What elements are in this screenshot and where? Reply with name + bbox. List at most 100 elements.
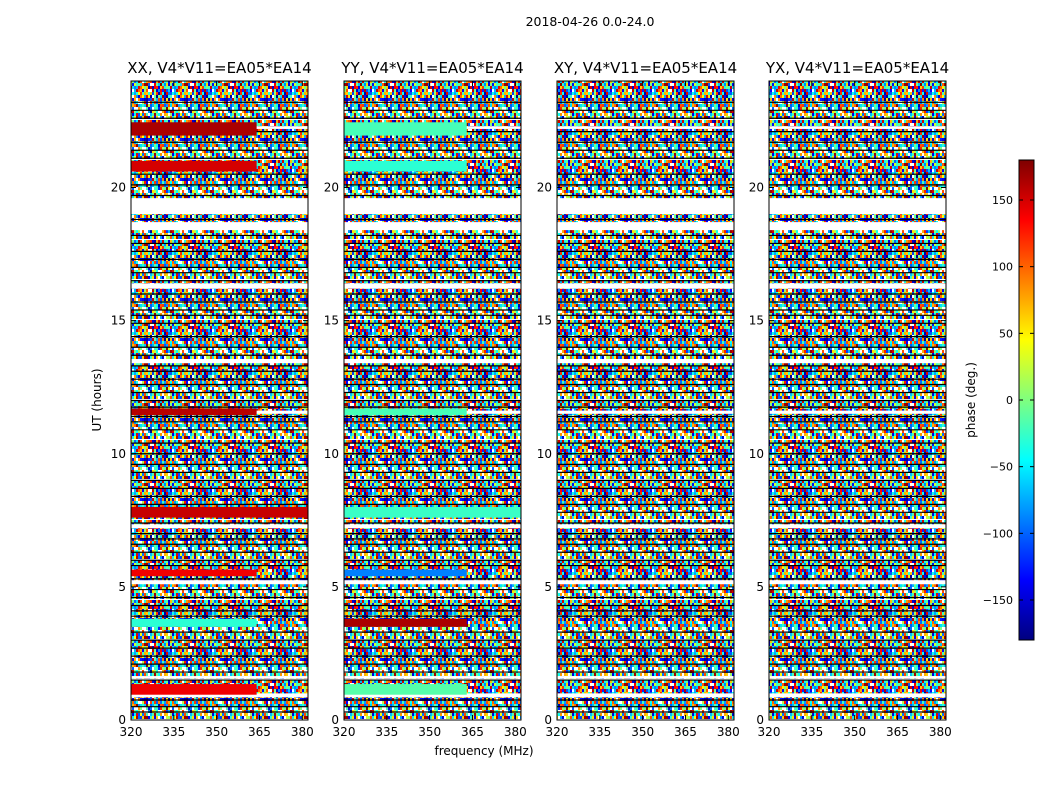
flagged-gap (344, 580, 521, 585)
coherent-phase-band (344, 122, 467, 136)
colorbar-tick-label: −150 (983, 594, 1013, 607)
coherent-phase-band (344, 569, 467, 577)
flagged-gap (131, 580, 308, 585)
panel-title: XX, V4*V11=EA05*EA14 (127, 59, 311, 77)
x-tick-label: 380 (291, 725, 314, 739)
flagged-gap (344, 524, 521, 529)
flagged-gap (557, 524, 734, 529)
flagged-gap (769, 410, 946, 414)
coherent-phase-band (344, 408, 467, 416)
y-tick-label: 0 (331, 713, 339, 727)
coherent-phase-band (344, 160, 467, 172)
flagged-gap (344, 693, 521, 698)
flagged-gap (557, 222, 734, 231)
y-tick-label: 10 (324, 447, 339, 461)
flagged-gap (344, 676, 521, 679)
flagged-gap (131, 198, 308, 215)
coherent-phase-band (131, 122, 257, 136)
flagged-gap (557, 580, 734, 585)
colorbar-tick-label: 0 (1006, 394, 1013, 407)
flagged-gap (557, 693, 734, 698)
coherent-phase-band (131, 569, 257, 577)
x-tick-label: 350 (205, 725, 228, 739)
panel-2: YY, V4*V11=EA05*EA14 320 335 350 365 380 0 5 10 1… (324, 59, 527, 739)
x-tick-label: 320 (120, 725, 143, 739)
colorbar-tick-label: 150 (992, 194, 1013, 207)
y-tick-label: 10 (537, 447, 552, 461)
y-tick-label: 15 (324, 314, 339, 328)
x-tick-label: 320 (758, 725, 781, 739)
flagged-gap (557, 410, 734, 414)
y-tick-label: 20 (749, 181, 764, 195)
y-tick-label: 15 (537, 314, 552, 328)
flagged-gap (344, 198, 521, 215)
panel-title: YX, V4*V11=EA05*EA14 (765, 59, 949, 77)
x-tick-label: 350 (631, 725, 654, 739)
y-tick-label: 5 (331, 580, 339, 594)
coherent-phase-band (131, 684, 257, 695)
y-tick-label: 20 (537, 181, 552, 195)
panels-group: XX, V4*V11=EA05*EA14 320 335 350 365 380 0 5 10 1… (111, 59, 952, 739)
flagged-gap (131, 693, 308, 698)
flagged-gap (344, 359, 521, 364)
y-tick-label: 5 (544, 580, 552, 594)
panel-title: XY, V4*V11=EA05*EA14 (554, 59, 737, 77)
y-tick-label: 20 (111, 181, 126, 195)
flagged-gap (344, 222, 521, 231)
x-tick-label: 335 (375, 725, 398, 739)
coherent-phase-band (131, 507, 308, 518)
panel-4: YX, V4*V11=EA05*EA14 320 335 350 365 380 0 5 10 1… (749, 59, 952, 739)
flagged-gap (557, 359, 734, 364)
flagged-gap (769, 524, 946, 529)
x-tick-label: 380 (504, 725, 527, 739)
x-tick-label: 380 (929, 725, 952, 739)
coherent-phase-band (344, 618, 467, 627)
y-tick-label: 0 (756, 713, 764, 727)
flagged-gap (769, 359, 946, 364)
x-tick-label: 380 (717, 725, 740, 739)
panel-title: YY, V4*V11=EA05*EA14 (340, 59, 523, 77)
flagged-gap (131, 222, 308, 231)
x-tick-label: 335 (162, 725, 185, 739)
flagged-gap (769, 283, 946, 289)
y-tick-label: 15 (749, 314, 764, 328)
flagged-gap (344, 283, 521, 289)
x-tick-label: 365 (248, 725, 271, 739)
flagged-gap (557, 676, 734, 679)
colorbar-tick-label: 50 (999, 327, 1013, 340)
y-tick-label: 15 (111, 314, 126, 328)
flagged-gap (769, 676, 946, 679)
figure-title: 2018-04-26 0.0-24.0 (526, 14, 655, 29)
y-tick-label: 10 (749, 447, 764, 461)
panel-frame (130, 80, 309, 721)
flagged-gap (131, 676, 308, 679)
colorbar-tick-label: −50 (990, 461, 1013, 474)
flagged-gap (557, 198, 734, 215)
flagged-gap (769, 126, 946, 129)
panel-frame (556, 80, 735, 721)
colorbar-tick-label: −100 (983, 527, 1013, 540)
x-tick-label: 365 (674, 725, 697, 739)
y-tick-label: 5 (118, 580, 126, 594)
coherent-phase-band (344, 507, 521, 518)
panel-frame (768, 80, 947, 721)
x-tick-label: 350 (418, 725, 441, 739)
colorbar: 150 100 50 0 −50 −100 −150 (983, 159, 1035, 641)
x-tick-label: 350 (843, 725, 866, 739)
flagged-gap (557, 126, 734, 129)
x-tick-label: 320 (546, 725, 569, 739)
y-axis-label: UT (hours) (90, 368, 104, 431)
flagged-gap (769, 693, 946, 698)
colorbar-tick-label: 100 (992, 261, 1013, 274)
y-tick-label: 10 (111, 447, 126, 461)
flagged-gap (769, 198, 946, 215)
x-tick-label: 335 (588, 725, 611, 739)
coherent-phase-band (131, 618, 257, 627)
flagged-gap (131, 524, 308, 529)
y-tick-label: 20 (324, 181, 339, 195)
x-tick-label: 365 (886, 725, 909, 739)
y-tick-label: 5 (756, 580, 764, 594)
flagged-gap (131, 359, 308, 364)
x-tick-label: 365 (461, 725, 484, 739)
